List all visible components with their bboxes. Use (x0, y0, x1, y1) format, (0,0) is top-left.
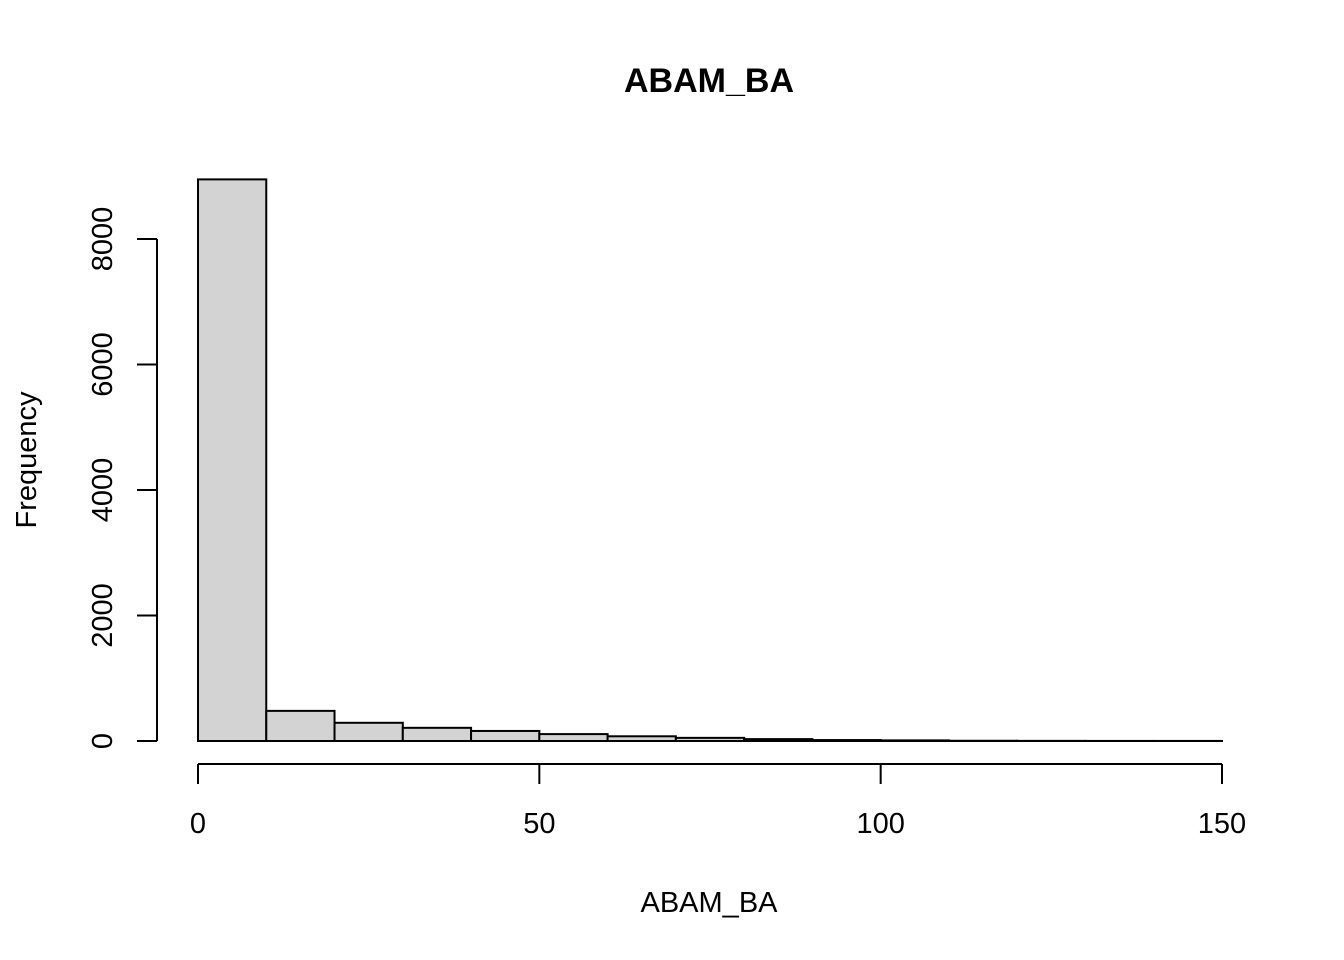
y-tick-label-4: 8000 (87, 207, 119, 272)
histogram-bar-10 (879, 739, 950, 742)
x-tick-label-1: 50 (523, 808, 555, 840)
x-tick-label-2: 100 (856, 808, 904, 840)
histogram-bar-7 (674, 736, 746, 742)
x-tick-label-3: 150 (1198, 808, 1246, 840)
histogram-bar-5 (538, 733, 609, 742)
y-axis-label: Frequency (11, 391, 43, 529)
x-axis: 0 50 100 150 (190, 763, 1246, 840)
histogram-bar-1 (265, 709, 336, 743)
histogram-bar-0 (197, 178, 268, 742)
x-axis-label: ABAM_BA (641, 887, 779, 919)
histogram-bar-9 (811, 739, 882, 743)
histogram-bar-8 (743, 738, 814, 742)
y-tick-label-0: 0 (87, 733, 119, 749)
histogram-bar-3 (401, 726, 473, 743)
chart-title: ABAM_BA (624, 62, 794, 100)
histogram-bar-4 (470, 729, 541, 743)
y-axis: 0 2000 4000 6000 8000 (87, 207, 158, 749)
histogram-bar-2 (333, 721, 404, 742)
bars-group (197, 178, 1223, 743)
x-tick-label-0: 0 (190, 808, 206, 840)
y-tick-label-2: 4000 (87, 458, 119, 523)
y-tick-label-1: 2000 (87, 583, 119, 648)
y-tick-label-3: 6000 (87, 332, 119, 397)
histogram-bar-6 (606, 735, 677, 743)
